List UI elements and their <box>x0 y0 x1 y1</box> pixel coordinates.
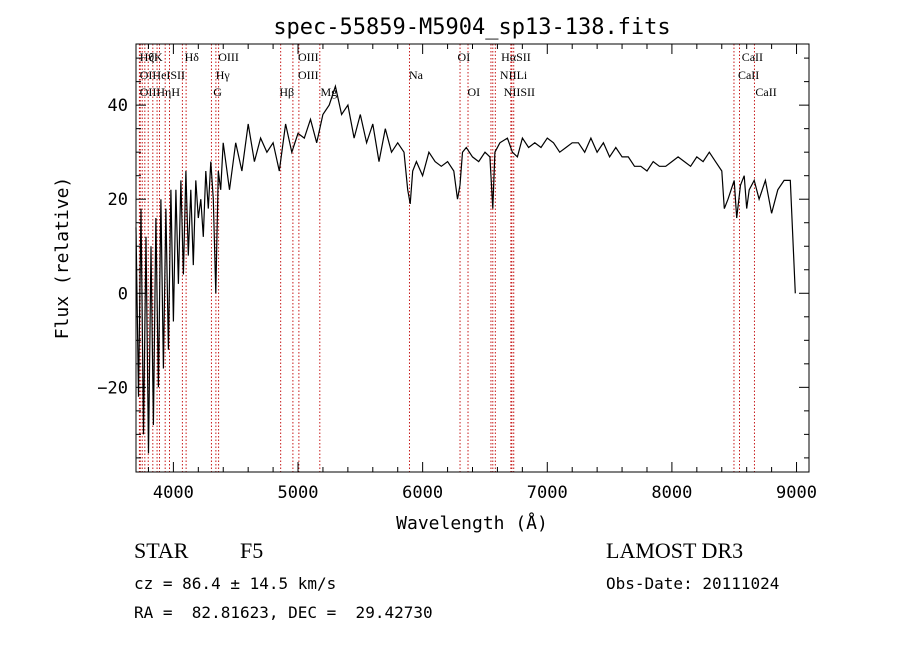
y-axis: −20 0 20 40 <box>97 57 809 459</box>
survey-name: LAMOST DR3 <box>606 538 744 563</box>
line-label-20: CaII <box>755 85 776 99</box>
x-tick-label: 4000 <box>153 483 194 503</box>
line-label-8: OIHeISII <box>140 68 185 82</box>
observation-date: Obs-Date: 20111024 <box>606 574 780 593</box>
y-axis-label: Flux (relative) <box>52 177 73 340</box>
object-subclass: F5 <box>240 538 264 563</box>
line-label-6: HαSII <box>501 50 531 64</box>
line-label-15: G <box>213 85 222 99</box>
line-label-16: Hβ <box>279 85 294 99</box>
y-tick-label: 0 <box>118 284 128 304</box>
x-tick-label: 5000 <box>278 483 319 503</box>
x-axis-label: Wavelength (Å) <box>396 512 548 534</box>
plot-frame <box>135 43 810 473</box>
line-label-2: Hδ <box>185 50 200 64</box>
line-label-11: Na <box>409 68 424 82</box>
line-label-3: OIII <box>218 50 239 64</box>
spectrum-line <box>135 84 796 454</box>
line-label-18: OI <box>468 85 481 99</box>
y-tick-label: −20 <box>97 378 128 398</box>
line-label-7: CaII <box>742 50 763 64</box>
y-tick-label: 20 <box>108 190 128 210</box>
line-label-12: NIILi <box>500 68 528 82</box>
x-tick-label: 7000 <box>527 483 568 503</box>
line-label-14: OIIHηH <box>140 85 181 99</box>
line-label-9: Hγ <box>216 68 231 82</box>
coordinates: RA = 82.81623, DEC = 29.42730 <box>134 603 433 622</box>
line-label-13: CaII <box>738 68 759 82</box>
y-tick-label: 40 <box>108 96 128 116</box>
x-tick-label: 6000 <box>402 483 443 503</box>
emission-line-markers <box>138 44 755 472</box>
object-class: STAR <box>134 538 189 563</box>
line-label-19: NIISII <box>504 85 535 99</box>
chart-title: spec-55859-M5904_sp13-138.fits <box>273 15 670 40</box>
line-label-5: OI <box>458 50 471 64</box>
x-tick-label: 9000 <box>776 483 817 503</box>
line-label-10: OIII <box>298 68 319 82</box>
line-label-4: OIII <box>298 50 319 64</box>
line-label-1: ζK <box>149 50 163 64</box>
line-label-0: Hθ <box>140 50 155 64</box>
redshift-cz: cz = 86.4 ± 14.5 km/s <box>134 574 337 593</box>
x-tick-label: 8000 <box>651 483 692 503</box>
x-axis: 4000 5000 6000 7000 8000 9000 <box>147 44 817 503</box>
